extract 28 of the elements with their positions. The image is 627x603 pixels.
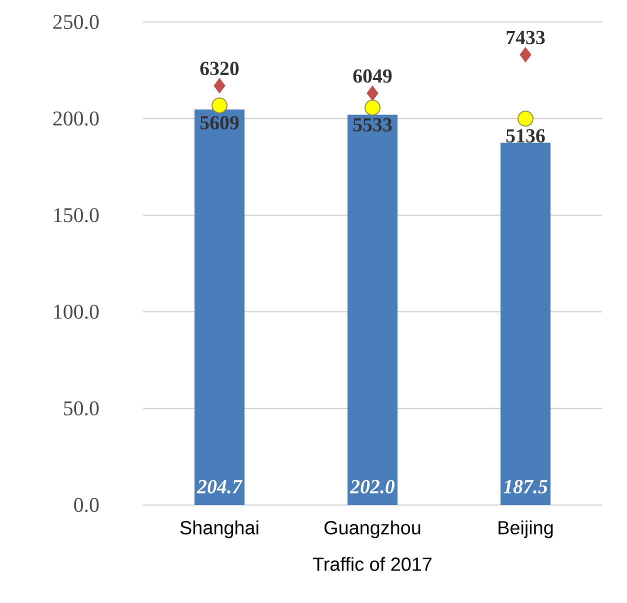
x-tick-label: Beijing [498,520,553,538]
bar [194,110,245,505]
data-label: 6049 [353,69,392,83]
y-tick-label: 100.0 [54,304,99,319]
x-axis-title: Traffic of 2017 [312,557,432,571]
data-label: 202.0 [350,480,395,494]
data-label: 5136 [506,129,545,143]
data-label: 6320 [200,62,239,76]
bar [348,114,398,505]
point [212,97,228,114]
data-label: 5609 [200,116,239,130]
y-tick-label: 200.0 [53,112,99,126]
x-tick-label: Guangzhou [324,520,420,538]
y-tick-label: 150.0 [54,208,99,222]
y-tick-label: 0.0 [74,498,99,512]
point [214,78,226,94]
data-label: 187.5 [504,480,548,494]
point [366,86,378,101]
x-tick-label: Shanghai [180,520,258,538]
data-label: 204.7 [196,480,243,494]
bar [500,142,551,505]
point [518,110,534,127]
data-label: 7433 [506,30,545,44]
data-label: 5533 [353,118,392,132]
y-tick-label: 50.0 [64,401,99,416]
point [520,47,532,62]
point [364,100,381,116]
y-tick-label: 250.0 [53,14,99,30]
